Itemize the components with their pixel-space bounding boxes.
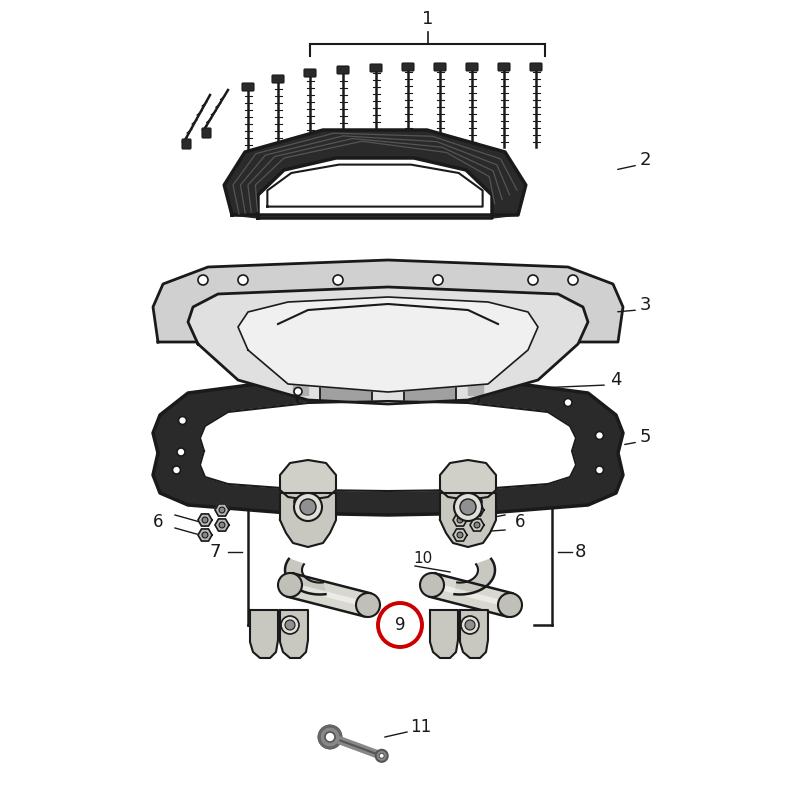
- Circle shape: [379, 754, 384, 758]
- Circle shape: [498, 593, 522, 617]
- FancyBboxPatch shape: [498, 63, 510, 71]
- FancyBboxPatch shape: [530, 63, 542, 71]
- Circle shape: [278, 573, 302, 597]
- Polygon shape: [458, 610, 482, 625]
- Polygon shape: [278, 610, 302, 625]
- Circle shape: [238, 275, 248, 285]
- Text: 4: 4: [610, 371, 622, 389]
- Polygon shape: [453, 529, 467, 541]
- Polygon shape: [430, 610, 458, 658]
- Polygon shape: [267, 165, 482, 206]
- FancyBboxPatch shape: [272, 75, 284, 83]
- FancyBboxPatch shape: [202, 128, 211, 138]
- Polygon shape: [280, 493, 336, 547]
- Polygon shape: [468, 385, 483, 395]
- Polygon shape: [280, 460, 336, 500]
- Polygon shape: [293, 385, 308, 395]
- Circle shape: [319, 726, 341, 748]
- Polygon shape: [153, 260, 623, 342]
- Circle shape: [376, 750, 388, 762]
- Circle shape: [178, 417, 186, 425]
- Text: 11: 11: [410, 718, 431, 736]
- Text: 2: 2: [640, 151, 651, 169]
- Polygon shape: [224, 130, 526, 218]
- FancyBboxPatch shape: [320, 376, 372, 404]
- FancyBboxPatch shape: [404, 376, 456, 404]
- FancyBboxPatch shape: [402, 63, 414, 71]
- FancyBboxPatch shape: [466, 63, 478, 71]
- Text: 7: 7: [210, 543, 221, 561]
- Polygon shape: [153, 377, 623, 515]
- Circle shape: [474, 522, 480, 528]
- Polygon shape: [215, 519, 229, 531]
- Polygon shape: [215, 504, 229, 516]
- Polygon shape: [287, 574, 371, 617]
- Circle shape: [219, 507, 225, 513]
- Polygon shape: [198, 529, 212, 541]
- Polygon shape: [470, 519, 484, 531]
- Polygon shape: [429, 574, 513, 617]
- Polygon shape: [238, 297, 538, 392]
- Circle shape: [420, 573, 444, 597]
- FancyBboxPatch shape: [370, 64, 382, 72]
- Circle shape: [281, 616, 299, 634]
- Circle shape: [177, 448, 185, 456]
- Circle shape: [219, 522, 225, 528]
- Polygon shape: [188, 287, 588, 404]
- Circle shape: [173, 466, 181, 474]
- Circle shape: [457, 532, 463, 538]
- Circle shape: [474, 498, 482, 506]
- Text: 8: 8: [574, 543, 586, 561]
- Circle shape: [202, 532, 208, 538]
- Circle shape: [461, 616, 479, 634]
- Circle shape: [198, 275, 208, 285]
- Polygon shape: [200, 401, 576, 491]
- FancyBboxPatch shape: [304, 69, 316, 77]
- Polygon shape: [440, 493, 496, 547]
- Circle shape: [202, 517, 208, 523]
- Polygon shape: [470, 504, 484, 516]
- Polygon shape: [198, 514, 212, 526]
- FancyBboxPatch shape: [242, 83, 254, 91]
- FancyBboxPatch shape: [182, 139, 191, 149]
- Circle shape: [333, 275, 343, 285]
- Circle shape: [454, 493, 482, 521]
- Polygon shape: [250, 610, 278, 658]
- FancyBboxPatch shape: [434, 63, 446, 71]
- Circle shape: [294, 498, 302, 506]
- Polygon shape: [280, 610, 308, 658]
- Circle shape: [528, 275, 538, 285]
- Circle shape: [300, 499, 316, 515]
- Circle shape: [457, 517, 463, 523]
- Circle shape: [356, 593, 380, 617]
- Polygon shape: [460, 610, 488, 658]
- Circle shape: [285, 620, 295, 630]
- Text: 9: 9: [394, 616, 406, 634]
- Circle shape: [294, 387, 302, 395]
- Polygon shape: [285, 559, 326, 594]
- Text: 1: 1: [422, 10, 434, 28]
- Polygon shape: [293, 368, 483, 412]
- Circle shape: [465, 620, 475, 630]
- Text: 3: 3: [640, 296, 651, 314]
- Text: 6: 6: [153, 513, 163, 531]
- Circle shape: [595, 431, 603, 439]
- Circle shape: [325, 732, 335, 742]
- Circle shape: [460, 499, 476, 515]
- Circle shape: [433, 275, 443, 285]
- Circle shape: [474, 507, 480, 513]
- Circle shape: [294, 493, 322, 521]
- Circle shape: [564, 398, 572, 406]
- Text: 10: 10: [413, 551, 432, 566]
- Text: 6: 6: [514, 513, 526, 531]
- Text: 5: 5: [640, 428, 651, 446]
- Circle shape: [568, 275, 578, 285]
- Polygon shape: [453, 514, 467, 526]
- Polygon shape: [440, 460, 496, 500]
- FancyBboxPatch shape: [337, 66, 349, 74]
- Circle shape: [595, 466, 603, 474]
- Polygon shape: [454, 559, 495, 594]
